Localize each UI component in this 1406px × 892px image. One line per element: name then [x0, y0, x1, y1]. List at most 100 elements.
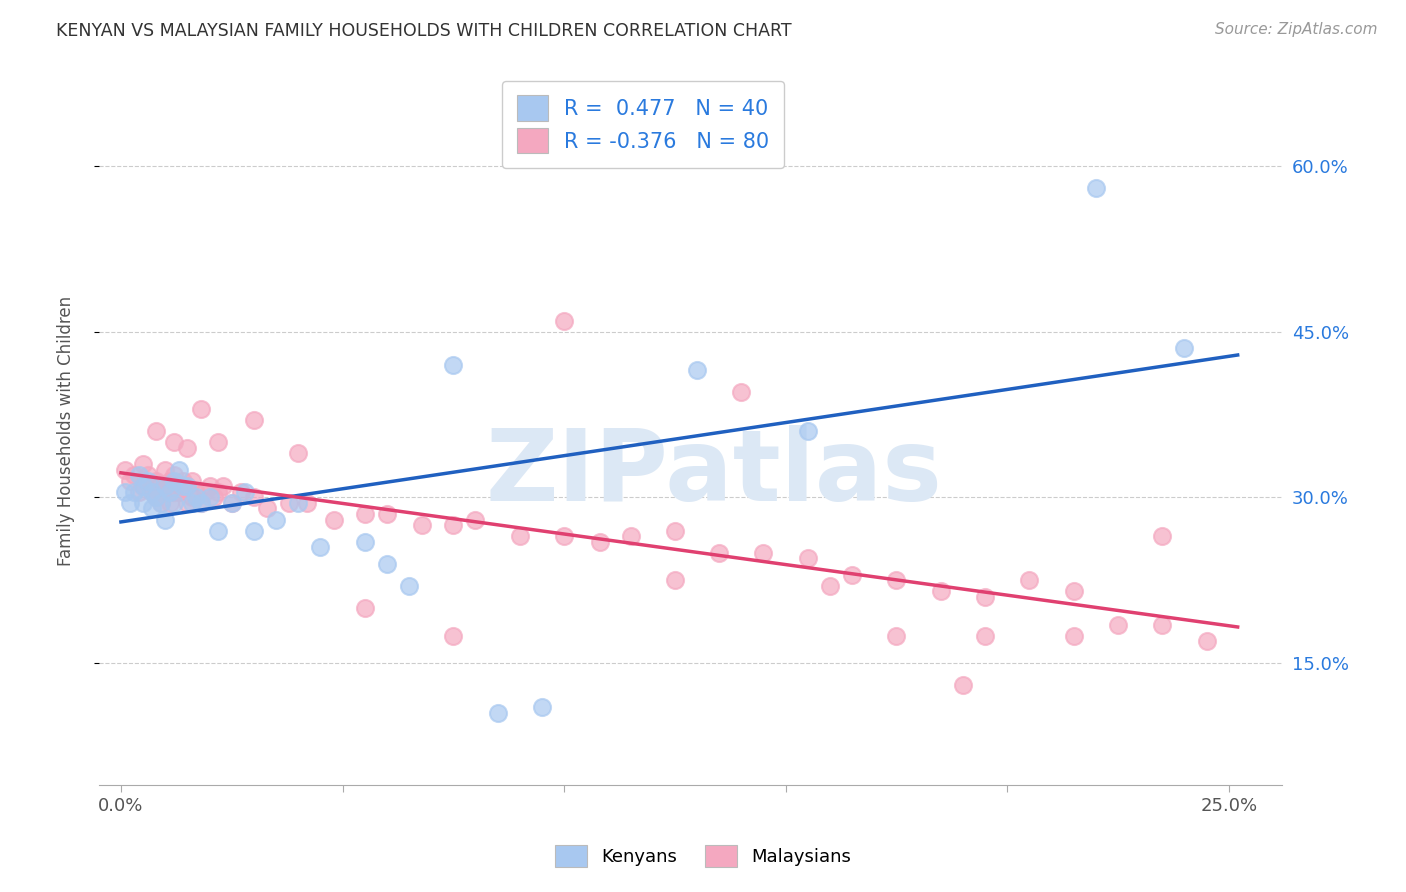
- Point: [730, 385, 752, 400]
- Point: [186, 491, 208, 505]
- Point: [797, 424, 820, 438]
- Point: [243, 524, 266, 538]
- Point: [172, 479, 194, 493]
- Point: [221, 496, 243, 510]
- Point: [264, 512, 287, 526]
- Point: [486, 706, 509, 720]
- Point: [353, 534, 375, 549]
- Point: [929, 584, 952, 599]
- Point: [180, 474, 202, 488]
- Point: [243, 413, 266, 427]
- Point: [145, 491, 167, 505]
- Point: [256, 501, 278, 516]
- Point: [509, 529, 531, 543]
- Point: [132, 479, 155, 493]
- Point: [186, 484, 208, 499]
- Point: [553, 529, 575, 543]
- Point: [149, 496, 172, 510]
- Point: [974, 629, 997, 643]
- Legend: Kenyans, Malaysians: Kenyans, Malaysians: [547, 838, 859, 874]
- Point: [122, 468, 145, 483]
- Point: [664, 524, 686, 538]
- Point: [398, 579, 420, 593]
- Point: [530, 700, 553, 714]
- Point: [1195, 634, 1218, 648]
- Point: [159, 496, 181, 510]
- Point: [167, 479, 190, 493]
- Point: [118, 496, 141, 510]
- Point: [441, 629, 464, 643]
- Point: [114, 463, 136, 477]
- Point: [886, 574, 908, 588]
- Point: [952, 678, 974, 692]
- Point: [180, 496, 202, 510]
- Point: [155, 463, 177, 477]
- Point: [190, 402, 212, 417]
- Point: [974, 590, 997, 604]
- Point: [709, 546, 731, 560]
- Point: [132, 496, 155, 510]
- Point: [155, 512, 177, 526]
- Point: [132, 457, 155, 471]
- Point: [141, 501, 163, 516]
- Point: [155, 479, 177, 493]
- Point: [1084, 181, 1107, 195]
- Text: KENYAN VS MALAYSIAN FAMILY HOUSEHOLDS WITH CHILDREN CORRELATION CHART: KENYAN VS MALAYSIAN FAMILY HOUSEHOLDS WI…: [56, 22, 792, 40]
- Point: [229, 484, 252, 499]
- Point: [309, 540, 332, 554]
- Point: [243, 491, 266, 505]
- Point: [233, 484, 256, 499]
- Point: [353, 601, 375, 615]
- Point: [841, 567, 863, 582]
- Point: [180, 491, 202, 505]
- Point: [155, 479, 177, 493]
- Point: [149, 496, 172, 510]
- Point: [145, 424, 167, 438]
- Point: [886, 629, 908, 643]
- Point: [588, 534, 610, 549]
- Point: [163, 435, 186, 450]
- Point: [136, 468, 159, 483]
- Point: [287, 446, 309, 460]
- Point: [136, 474, 159, 488]
- Point: [176, 479, 198, 493]
- Point: [1063, 584, 1085, 599]
- Point: [553, 313, 575, 327]
- Point: [167, 463, 190, 477]
- Point: [198, 491, 221, 505]
- Point: [207, 435, 229, 450]
- Point: [797, 551, 820, 566]
- Text: Source: ZipAtlas.com: Source: ZipAtlas.com: [1215, 22, 1378, 37]
- Point: [176, 479, 198, 493]
- Point: [128, 484, 150, 499]
- Point: [1107, 617, 1129, 632]
- Point: [322, 512, 344, 526]
- Point: [752, 546, 775, 560]
- Point: [190, 496, 212, 510]
- Text: ZIPatlas: ZIPatlas: [485, 425, 942, 522]
- Point: [207, 484, 229, 499]
- Point: [167, 484, 190, 499]
- Point: [141, 484, 163, 499]
- Point: [686, 363, 709, 377]
- Point: [207, 524, 229, 538]
- Point: [287, 496, 309, 510]
- Point: [159, 484, 181, 499]
- Point: [159, 474, 181, 488]
- Point: [202, 491, 225, 505]
- Point: [1063, 629, 1085, 643]
- Legend: R =  0.477   N = 40, R = -0.376   N = 80: R = 0.477 N = 40, R = -0.376 N = 80: [502, 81, 785, 168]
- Point: [132, 479, 155, 493]
- Point: [464, 512, 486, 526]
- Y-axis label: Family Households with Children: Family Households with Children: [58, 296, 75, 566]
- Point: [128, 468, 150, 483]
- Point: [212, 479, 235, 493]
- Point: [664, 574, 686, 588]
- Point: [176, 496, 198, 510]
- Point: [295, 496, 318, 510]
- Point: [278, 496, 301, 510]
- Point: [619, 529, 641, 543]
- Point: [818, 579, 841, 593]
- Point: [221, 496, 243, 510]
- Point: [1152, 529, 1174, 543]
